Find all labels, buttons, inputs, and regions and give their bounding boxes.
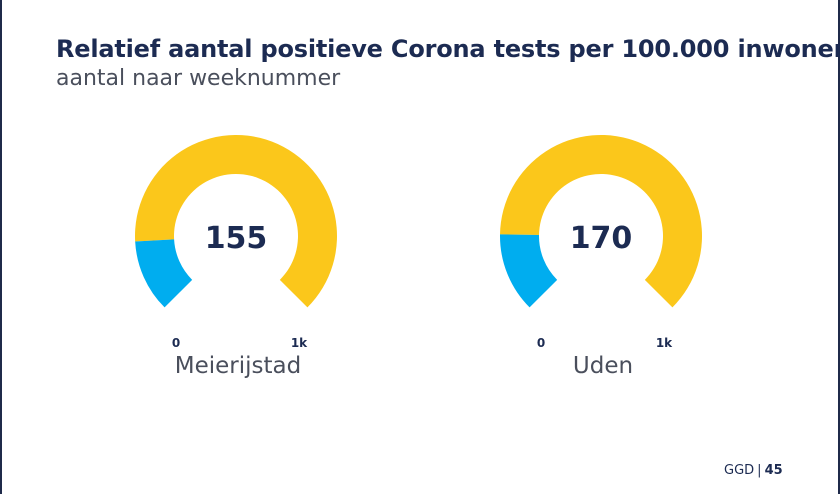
gauge-value-label: 170	[570, 221, 633, 256]
gauge-value-label: 155	[205, 221, 268, 256]
frame-left-border	[0, 0, 2, 494]
chart-subtitle: aantal naar weeknummer	[56, 66, 341, 91]
gauge-remainder-arc	[135, 135, 337, 308]
frame-right-border	[838, 0, 840, 494]
gauge-max-label: 1k	[656, 336, 673, 350]
footer-source: GGD	[724, 463, 755, 478]
gauge-name-label: Uden	[573, 353, 633, 379]
gauge-max-label: 1k	[291, 336, 308, 350]
chart-title: Relatief aantal positieve Corona tests p…	[56, 35, 840, 63]
gauge-min-label: 0	[537, 336, 545, 350]
gauge-uden: 170 0 1k Uden	[499, 135, 702, 379]
footer-separator: |	[757, 463, 762, 478]
gauge-name-label: Meierijstad	[175, 353, 301, 379]
page-number: 45	[764, 463, 783, 478]
gauge-value-arc	[135, 239, 193, 308]
gauge-remainder-arc	[500, 135, 702, 308]
gauge-meierijstad: 155 0 1k Meierijstad	[135, 135, 337, 379]
gauge-min-label: 0	[172, 336, 180, 350]
gauge-group: 155 0 1k Meierijstad 170 0 1k Uden	[135, 135, 702, 379]
gauge-value-arc	[499, 234, 558, 308]
footer: GGD | 45	[724, 463, 783, 478]
